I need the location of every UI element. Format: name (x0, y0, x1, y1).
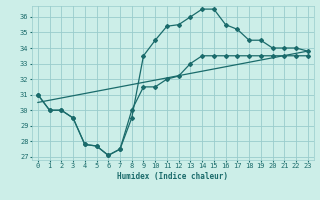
X-axis label: Humidex (Indice chaleur): Humidex (Indice chaleur) (117, 172, 228, 181)
